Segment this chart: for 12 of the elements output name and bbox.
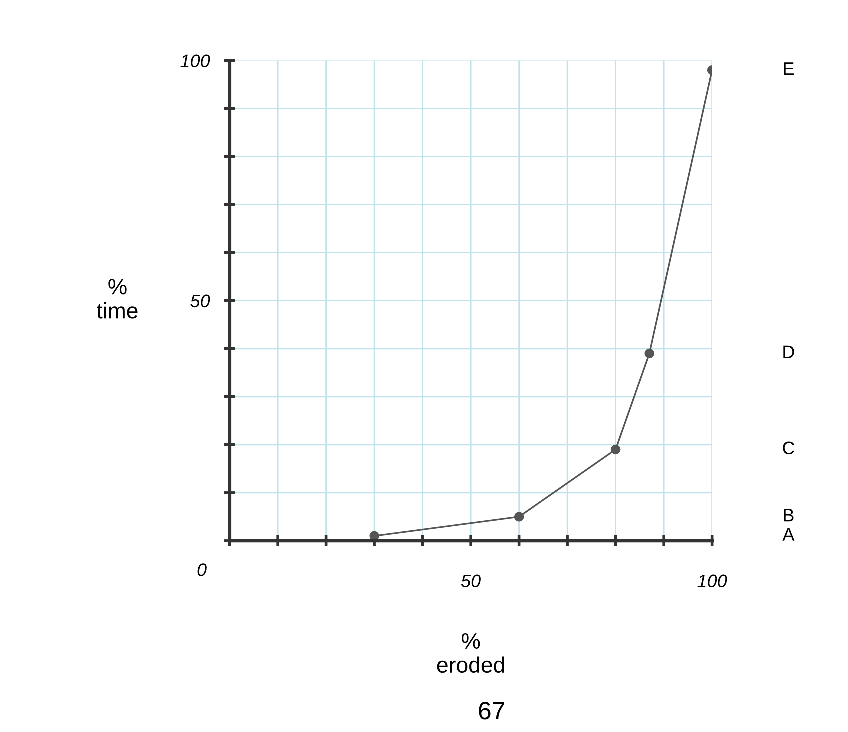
text: E <box>784 62 794 76</box>
text: C <box>783 442 795 455</box>
text: B <box>784 509 794 522</box>
text: 0 <box>198 564 207 576</box>
text: D <box>784 346 794 358</box>
y-axis-title: % time <box>97 279 138 319</box>
text: 67 <box>479 702 504 720</box>
point <box>610 444 621 455</box>
text: A <box>782 528 795 541</box>
point <box>644 348 654 359</box>
x-axis-title: % eroded <box>437 633 504 674</box>
point <box>514 512 524 522</box>
